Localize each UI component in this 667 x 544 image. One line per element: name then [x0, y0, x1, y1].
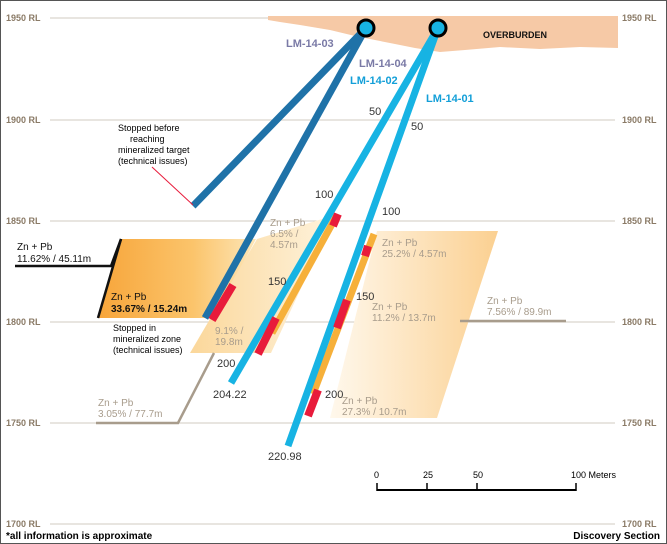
drill-hole-lm-14-04: [201, 26, 370, 320]
rl-labels-left: 1950 RL 1900 RL 1850 RL 1800 RL 1750 RL …: [6, 13, 41, 529]
rl-label-1950-right: 1950 RL: [622, 13, 657, 23]
rl-label-1800-left: 1800 RL: [6, 317, 41, 327]
hole-label-lm-14-02: LM-14-02: [350, 75, 398, 87]
grade-g3: Zn + Pb 25.2% / 4.57m: [382, 238, 446, 260]
section-title: Discovery Section: [573, 531, 660, 542]
zone-right-orange: [330, 231, 498, 418]
depth-label-200-lm0402: 200: [217, 358, 235, 370]
svg-text:Zn + Pb: Zn + Pb: [111, 292, 147, 303]
intercept-band-lm0402: [268, 213, 341, 335]
bottom-grade-outline: [96, 352, 216, 425]
svg-text:4.57m: 4.57m: [270, 240, 298, 251]
collar-lm-14-03-04: [356, 18, 376, 38]
svg-text:Zn + Pb: Zn + Pb: [342, 396, 378, 407]
note-stopped-in: Stopped in mineralized zone (technical i…: [113, 323, 183, 355]
svg-text:100 Meters: 100 Meters: [571, 470, 617, 480]
grade-g1: Zn + Pb 6.5% / 4.57m: [270, 218, 306, 251]
drill-hole-lm-14-01: [284, 26, 442, 448]
hole-label-lm-14-04: LM-14-04: [359, 58, 408, 70]
depth-label-100-lm0401: 100: [382, 206, 400, 218]
svg-text:11.62% / 45.11m: 11.62% / 45.11m: [17, 254, 91, 265]
svg-text:9.1% /: 9.1% /: [215, 326, 244, 337]
grade-g5: Zn + Pb 7.56% / 89.9m: [487, 296, 551, 318]
svg-text:Stopped in: Stopped in: [113, 323, 156, 333]
overburden-label: OVERBURDEN: [483, 30, 547, 40]
svg-text:25: 25: [423, 470, 433, 480]
red-intercept-3: [329, 212, 342, 228]
red-intercept-4: [361, 244, 372, 258]
end-of-hole-220: 220.98: [268, 451, 302, 463]
svg-text:Zn + Pb: Zn + Pb: [382, 238, 418, 249]
depth-label-150-lm0401: 150: [356, 291, 374, 303]
zone-middle-orange: [190, 215, 335, 353]
end-of-hole-204: 204.22: [213, 389, 247, 401]
depth-label-200-lm0401: 200: [325, 389, 343, 401]
drill-hole-lm-14-03: [190, 25, 369, 209]
svg-text:50: 50: [473, 470, 483, 480]
grade-g7: Zn + Pb 3.05% / 77.7m: [98, 398, 162, 420]
svg-text:25.2% / 4.57m: 25.2% / 4.57m: [382, 249, 446, 260]
svg-text:0: 0: [374, 470, 379, 480]
svg-text:7.56% / 89.9m: 7.56% / 89.9m: [487, 307, 551, 318]
red-intercept-5: [333, 298, 351, 330]
svg-text:19.8m: 19.8m: [215, 337, 243, 348]
hole-label-lm-14-03: LM-14-03: [286, 38, 334, 50]
rl-label-1800-right: 1800 RL: [622, 317, 657, 327]
rl-label-1950-left: 1950 RL: [6, 13, 41, 23]
rl-label-1900-right: 1900 RL: [622, 115, 657, 125]
svg-text:(technical issues): (technical issues): [113, 345, 183, 355]
red-intercept-6: [304, 388, 322, 418]
depth-label-50-lm0402: 50: [369, 106, 381, 118]
svg-text:reaching: reaching: [130, 134, 165, 144]
svg-text:Zn + Pb: Zn + Pb: [372, 302, 408, 313]
svg-text:11.2% / 13.7m: 11.2% / 13.7m: [372, 313, 436, 324]
disclaimer-text: *all information is approximate: [6, 531, 153, 542]
rl-label-1850-left: 1850 RL: [6, 216, 41, 226]
rl-labels-right: 1950 RL 1900 RL 1850 RL 1800 RL 1750 RL …: [622, 13, 657, 529]
svg-text:mineralized target: mineralized target: [118, 145, 190, 155]
red-intercepts: [208, 212, 372, 418]
svg-text:Zn + Pb: Zn + Pb: [270, 218, 306, 229]
svg-text:33.67% / 15.24m: 33.67% / 15.24m: [111, 304, 187, 315]
svg-text:Stopped before: Stopped before: [118, 123, 180, 133]
rl-label-1700-left: 1700 RL: [6, 519, 41, 529]
svg-text:27.3% / 10.7m: 27.3% / 10.7m: [342, 407, 406, 418]
note-stopped-before: Stopped before reaching mineralized targ…: [118, 123, 190, 166]
rl-label-1900-left: 1900 RL: [6, 115, 41, 125]
hole-label-lm-14-01: LM-14-01: [426, 93, 474, 105]
grade-g4: Zn + Pb 11.2% / 13.7m: [372, 302, 436, 324]
red-intercept-2: [254, 316, 280, 356]
left-grade-outline-lower: [96, 238, 123, 319]
note-leader-line: [151, 166, 194, 206]
svg-text:mineralized zone: mineralized zone: [113, 334, 181, 344]
svg-text:(technical issues): (technical issues): [118, 156, 188, 166]
collar-lm-14-01-02: [428, 18, 448, 38]
red-intercept-1: [208, 282, 237, 323]
scale-bar: 0 25 50 100 Meters: [374, 470, 617, 491]
grade-left-inner: Zn + Pb 33.67% / 15.24m: [111, 292, 187, 315]
grade-g2: 9.1% / 19.8m: [215, 326, 244, 348]
rl-label-1850-right: 1850 RL: [622, 216, 657, 226]
svg-text:Zn + Pb: Zn + Pb: [17, 242, 53, 253]
svg-text:Zn + Pb: Zn + Pb: [98, 398, 134, 409]
svg-text:6.5% /: 6.5% /: [270, 229, 299, 240]
svg-text:3.05% / 77.7m: 3.05% / 77.7m: [98, 409, 162, 420]
rl-label-1700-right: 1700 RL: [622, 519, 657, 529]
depth-label-150-lm0402: 150: [268, 276, 286, 288]
drill-hole-lm-14-02: [227, 26, 442, 385]
depth-label-100-lm0402: 100: [315, 189, 333, 201]
grade-left-black: Zn + Pb 11.62% / 45.11m: [17, 242, 91, 265]
rl-label-1750-right: 1750 RL: [622, 418, 657, 428]
grade-g6: Zn + Pb 27.3% / 10.7m: [342, 396, 406, 418]
svg-text:Zn + Pb: Zn + Pb: [487, 296, 523, 307]
rl-label-1750-left: 1750 RL: [6, 418, 41, 428]
depth-label-50-lm0401: 50: [411, 121, 423, 133]
